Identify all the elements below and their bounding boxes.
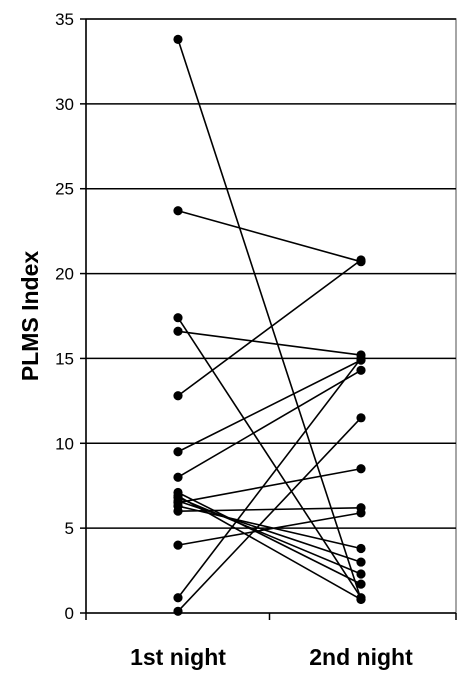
subject-line-5: [177, 259, 362, 397]
point-night1-1: [173, 34, 183, 44]
point-night2-10: [356, 569, 366, 579]
point-night2-9: [356, 594, 366, 605]
point-night1-6: [173, 447, 183, 457]
point-night2-8: [356, 579, 366, 589]
point-night1-5: [173, 391, 183, 401]
subject-line-8: [177, 491, 362, 585]
point-night1-4: [173, 326, 183, 336]
subject-line-2: [177, 210, 362, 263]
point-night2-5: [356, 255, 366, 265]
point-night2-15: [356, 508, 366, 518]
x-category-label-1: 1st night: [130, 644, 226, 670]
subject-line-14: [177, 506, 362, 512]
subject-line-6: [177, 359, 362, 453]
point-night2-7: [356, 365, 366, 375]
subject-line-16: [177, 357, 362, 599]
point-night1-2: [173, 206, 183, 216]
subject-line-12: [177, 467, 362, 504]
point-night2-17: [356, 413, 366, 423]
y-tick-labels: 0 5 10 15 20 25 30 35: [55, 10, 74, 623]
x-category-label-2: 2nd night: [309, 644, 413, 670]
point-night1-15: [173, 540, 183, 550]
subject-line-13: [177, 505, 362, 550]
point-night2-12: [356, 464, 366, 474]
subject-line-3: [177, 317, 362, 599]
point-night2-16: [356, 353, 366, 364]
data-points: [173, 34, 366, 616]
point-night1-7: [173, 472, 183, 482]
subject-line-1: [177, 39, 362, 600]
point-night2-11: [356, 557, 366, 567]
subject-line-7: [177, 369, 362, 478]
gridlines: [86, 18, 456, 529]
y-tick-label-5: 5: [65, 519, 74, 538]
subject-line-17: [177, 417, 362, 612]
y-tick-label-30: 30: [55, 95, 74, 114]
paired-lines: [177, 39, 362, 612]
subject-line-15: [177, 512, 362, 546]
x-category-labels: 1st night 2nd night: [130, 644, 413, 670]
y-tick-label-20: 20: [55, 265, 74, 284]
point-night1-14: [173, 506, 183, 516]
point-night1-16: [173, 593, 183, 603]
point-night1-3: [173, 313, 183, 323]
y-tick-label-0: 0: [65, 604, 74, 623]
subject-line-4: [177, 330, 362, 356]
y-tick-label-35: 35: [55, 10, 74, 29]
y-tick-label-25: 25: [55, 180, 74, 199]
y-axis-label: PLMS Index: [17, 251, 43, 382]
point-night1-17: [173, 606, 183, 616]
axes: [80, 18, 457, 620]
y-tick-label-10: 10: [55, 434, 74, 453]
plot-frame: [85, 18, 457, 614]
point-night2-13: [356, 543, 366, 554]
y-tick-label-15: 15: [55, 349, 74, 368]
